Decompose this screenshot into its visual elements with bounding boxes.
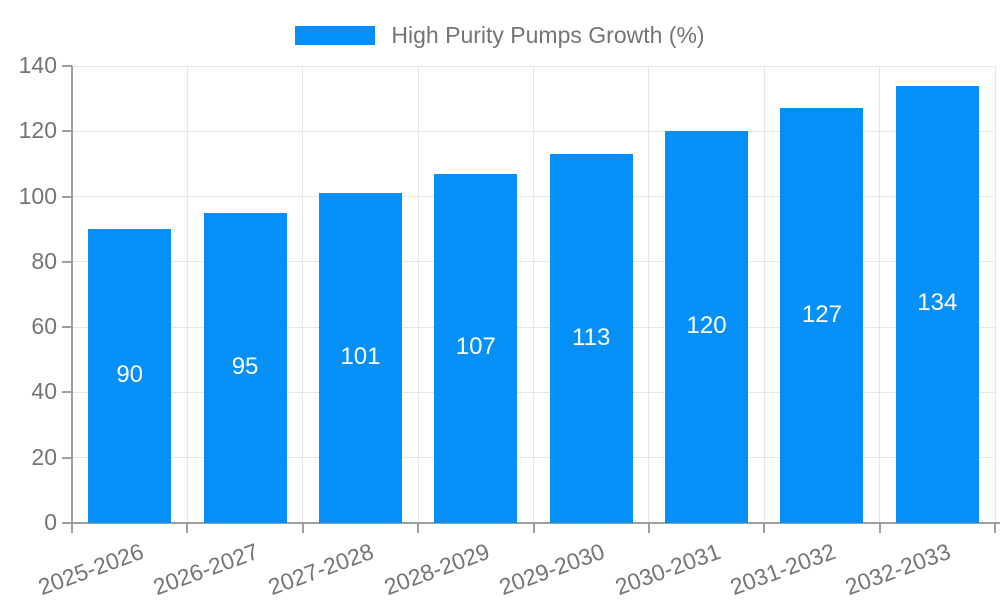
bar-value-label: 95 <box>231 352 259 380</box>
bar-value-label: 127 <box>801 300 842 328</box>
v-gridline <box>763 66 765 523</box>
x-axis-tick-label: 2028-2029 <box>380 538 493 600</box>
x-axis-line <box>71 522 1000 524</box>
x-axis-tick-label: 2031-2032 <box>726 538 839 600</box>
y-axis-tick <box>62 130 72 133</box>
x-axis-tick <box>71 523 73 533</box>
bar <box>318 193 402 523</box>
x-axis-tick <box>878 523 881 533</box>
y-axis-tick <box>62 65 72 67</box>
x-axis-tick <box>994 523 996 533</box>
x-axis-tick <box>647 523 650 533</box>
y-axis-tick <box>62 522 72 524</box>
x-axis-tick <box>417 523 420 533</box>
bar-value-label: 90 <box>116 361 144 389</box>
bar <box>665 131 749 523</box>
y-axis-tick-label: 40 <box>31 378 57 405</box>
bar-value-label: 107 <box>455 333 496 361</box>
bar <box>780 108 864 523</box>
bar <box>434 173 518 523</box>
bar <box>203 212 287 523</box>
x-axis-tick-label: 2026-2027 <box>149 538 262 600</box>
y-axis-tick-label: 120 <box>18 117 57 144</box>
v-gridline <box>186 66 188 523</box>
v-gridline <box>994 66 996 523</box>
x-axis-tick <box>301 523 304 533</box>
bar-value-label: 120 <box>686 312 727 340</box>
y-axis-tick <box>62 391 72 394</box>
y-axis-tick-label: 140 <box>18 52 57 78</box>
bar-value-label: 113 <box>572 323 611 351</box>
y-axis-tick-label: 0 <box>44 509 57 535</box>
bar <box>549 154 633 523</box>
y-axis-tick-label: 20 <box>31 443 57 470</box>
x-axis-tick <box>186 523 189 533</box>
y-axis-tick-label: 60 <box>31 313 57 340</box>
x-axis-tick <box>763 523 766 533</box>
x-axis-tick <box>532 523 535 533</box>
legend-swatch <box>295 26 376 45</box>
v-gridline <box>533 66 534 523</box>
x-axis-tick-label: 2032-2033 <box>841 538 955 600</box>
v-gridline <box>417 66 419 523</box>
v-gridline <box>648 66 650 523</box>
v-gridline <box>302 66 304 523</box>
y-axis-tick-label: 80 <box>31 247 57 274</box>
y-axis-tick <box>62 260 72 263</box>
y-axis-tick <box>62 326 72 329</box>
legend-label: High Purity Pumps Growth (%) <box>391 22 705 48</box>
v-gridline <box>879 66 881 523</box>
x-axis-tick-label: 2029-2030 <box>495 538 609 600</box>
bar <box>895 85 979 523</box>
y-axis-tick <box>62 456 72 459</box>
bar-value-label: 101 <box>340 343 381 371</box>
bar-value-label: 134 <box>917 289 958 317</box>
x-axis-tick-label: 2027-2028 <box>265 538 378 600</box>
y-axis-line <box>71 66 73 525</box>
y-axis-tick-label: 100 <box>18 182 57 209</box>
y-axis-tick <box>62 195 72 198</box>
x-axis-tick-label: 2025-2026 <box>34 538 147 600</box>
bar <box>88 229 172 523</box>
legend[interactable]: High Purity Pumps Growth (%) <box>0 22 1000 49</box>
x-axis-tick-label: 2030-2031 <box>611 538 724 600</box>
